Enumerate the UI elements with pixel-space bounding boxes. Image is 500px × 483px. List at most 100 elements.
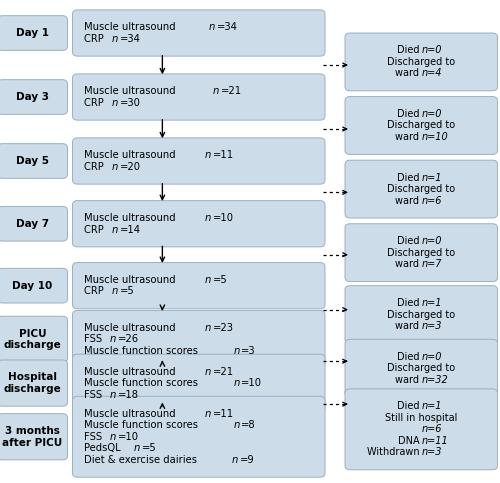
Text: =14: =14: [120, 225, 141, 235]
Text: =26: =26: [118, 334, 139, 344]
Text: Day 1: Day 1: [16, 28, 49, 38]
FancyBboxPatch shape: [0, 316, 68, 362]
FancyBboxPatch shape: [0, 143, 68, 178]
Text: n=0: n=0: [421, 45, 442, 56]
Text: n=11: n=11: [421, 436, 448, 446]
Text: n: n: [110, 334, 116, 344]
Text: Still in hospital: Still in hospital: [385, 413, 458, 423]
FancyBboxPatch shape: [345, 340, 498, 397]
Text: n: n: [208, 22, 214, 32]
FancyBboxPatch shape: [72, 354, 325, 412]
FancyBboxPatch shape: [0, 80, 68, 114]
FancyBboxPatch shape: [72, 10, 325, 56]
Text: Diet & exercise dairies: Diet & exercise dairies: [84, 455, 198, 465]
FancyBboxPatch shape: [0, 15, 68, 50]
Text: Discharged to: Discharged to: [387, 57, 456, 67]
Text: Muscle ultrasound: Muscle ultrasound: [84, 86, 184, 96]
Text: Muscle function scores: Muscle function scores: [84, 378, 200, 388]
Text: ward: ward: [395, 196, 421, 206]
Text: Discharged to: Discharged to: [387, 310, 456, 320]
Text: Day 5: Day 5: [16, 156, 49, 166]
Text: CRP: CRP: [84, 225, 105, 235]
Text: n: n: [134, 443, 140, 454]
FancyBboxPatch shape: [345, 389, 498, 470]
Text: n=0: n=0: [421, 352, 442, 362]
Text: ward: ward: [395, 321, 421, 331]
Text: n=10: n=10: [421, 132, 448, 142]
Text: 3 months
after PICU: 3 months after PICU: [2, 426, 62, 448]
Text: Died: Died: [396, 45, 421, 56]
Text: Died: Died: [396, 401, 421, 411]
Text: n: n: [233, 378, 239, 388]
Text: Died: Died: [396, 298, 421, 308]
Text: Discharged to: Discharged to: [387, 184, 456, 194]
Text: Died: Died: [396, 172, 421, 183]
Text: CRP: CRP: [84, 34, 105, 44]
Text: n: n: [204, 367, 210, 377]
FancyBboxPatch shape: [72, 138, 325, 184]
Text: Discharged to: Discharged to: [387, 120, 456, 130]
Text: Muscle ultrasound: Muscle ultrasound: [84, 409, 177, 419]
Text: CRP: CRP: [84, 162, 105, 172]
Text: DNA: DNA: [398, 436, 421, 446]
Text: =5: =5: [142, 443, 156, 454]
Text: =9: =9: [240, 455, 255, 465]
Text: =3: =3: [242, 346, 256, 356]
Text: PedsQL: PedsQL: [84, 443, 122, 454]
Text: n=0: n=0: [421, 109, 442, 119]
Text: n=4: n=4: [421, 69, 442, 78]
Text: n: n: [110, 390, 116, 399]
FancyBboxPatch shape: [72, 311, 325, 368]
Text: =23: =23: [212, 323, 234, 333]
FancyBboxPatch shape: [0, 206, 68, 241]
Text: n=1: n=1: [421, 298, 442, 308]
Text: n: n: [204, 323, 210, 333]
Text: Muscle ultrasound: Muscle ultrasound: [84, 22, 180, 32]
Text: =5: =5: [212, 275, 228, 285]
Text: n: n: [204, 409, 210, 419]
Text: n: n: [233, 346, 239, 356]
Text: CRP: CRP: [84, 98, 105, 108]
Text: =8: =8: [242, 420, 256, 430]
Text: =20: =20: [120, 162, 141, 172]
Text: Hospital
discharge: Hospital discharge: [4, 372, 61, 394]
FancyBboxPatch shape: [0, 360, 68, 406]
Text: =11: =11: [212, 409, 234, 419]
Text: Muscle ultrasound: Muscle ultrasound: [84, 323, 177, 333]
Text: n: n: [232, 455, 238, 465]
Text: Discharged to: Discharged to: [387, 363, 456, 373]
Text: Muscle ultrasound: Muscle ultrasound: [84, 275, 177, 285]
FancyBboxPatch shape: [345, 160, 498, 218]
Text: =11: =11: [212, 150, 234, 160]
Text: FSS: FSS: [84, 334, 103, 344]
Text: n: n: [112, 286, 118, 297]
Text: =21: =21: [212, 367, 234, 377]
Text: n=1: n=1: [421, 172, 442, 183]
Text: =30: =30: [120, 98, 141, 108]
Text: Muscle function scores: Muscle function scores: [84, 346, 200, 356]
Text: ward: ward: [395, 69, 421, 78]
Text: n=0: n=0: [421, 236, 442, 246]
Text: =21: =21: [220, 86, 242, 96]
Text: n: n: [212, 86, 218, 96]
Text: Muscle ultrasound: Muscle ultrasound: [84, 150, 177, 160]
Text: n=1: n=1: [421, 401, 442, 411]
Text: n: n: [112, 225, 118, 235]
FancyBboxPatch shape: [0, 413, 68, 460]
FancyBboxPatch shape: [345, 224, 498, 282]
Text: n=6: n=6: [421, 425, 442, 434]
Text: Died: Died: [396, 236, 421, 246]
Text: n: n: [204, 275, 210, 285]
FancyBboxPatch shape: [345, 33, 498, 91]
Text: Day 3: Day 3: [16, 92, 49, 102]
Text: n: n: [112, 34, 118, 44]
Text: =34: =34: [216, 22, 238, 32]
Text: n: n: [110, 432, 116, 442]
Text: Muscle ultrasound: Muscle ultrasound: [84, 367, 177, 377]
FancyBboxPatch shape: [345, 97, 498, 155]
FancyBboxPatch shape: [0, 269, 68, 303]
Text: ward: ward: [395, 132, 421, 142]
Text: PICU
discharge: PICU discharge: [4, 328, 61, 350]
Text: =18: =18: [118, 390, 139, 399]
Text: =10: =10: [212, 213, 234, 223]
